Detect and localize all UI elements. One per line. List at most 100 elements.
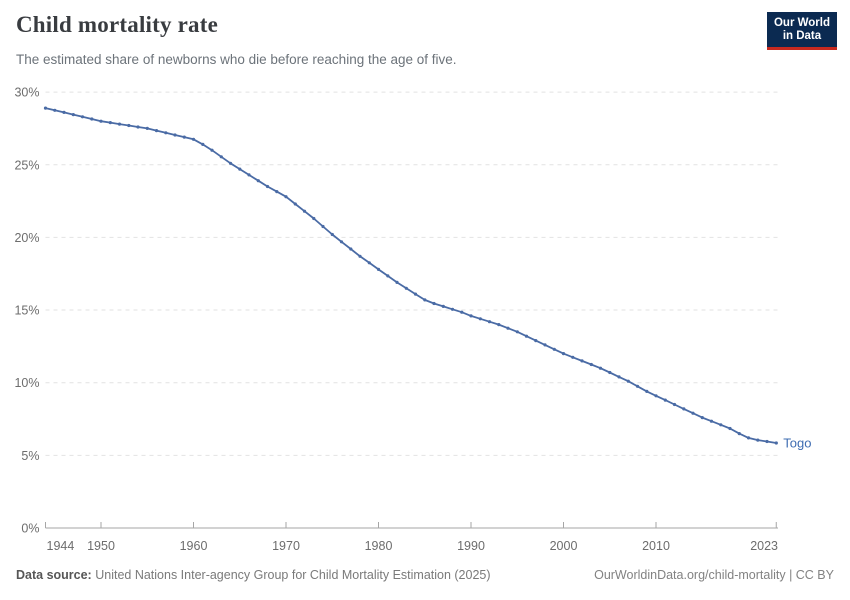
data-source-line: Data source: United Nations Inter-agency… [16, 568, 491, 582]
data-point [404, 286, 408, 290]
data-point [117, 122, 122, 126]
x-tick-label: 1980 [365, 539, 393, 553]
data-point [108, 121, 112, 125]
data-point [487, 320, 492, 324]
data-point [358, 254, 362, 258]
data-point [53, 108, 57, 112]
data-point [423, 298, 427, 302]
data-point [682, 407, 686, 411]
data-point [62, 110, 66, 114]
data-point [580, 359, 584, 363]
data-point [450, 307, 455, 311]
data-point [154, 129, 159, 133]
data-point [654, 394, 658, 398]
data-point [275, 190, 279, 194]
owid-logo[interactable]: Our World in Data [766, 12, 837, 50]
data-point [386, 274, 390, 278]
data-point [524, 334, 529, 338]
data-point [219, 155, 223, 159]
data-point [608, 370, 612, 375]
data-point [302, 209, 307, 213]
page-title[interactable]: Child mortality rate [16, 12, 219, 37]
data-point [256, 179, 260, 183]
data-point [136, 125, 140, 129]
data-point [265, 184, 270, 189]
data-point [506, 326, 510, 330]
data-point [395, 280, 399, 284]
data-point [635, 384, 640, 388]
data-point [173, 133, 177, 137]
data-point [617, 375, 621, 379]
data-point [80, 115, 85, 119]
data-point [164, 131, 168, 135]
data-point [534, 339, 538, 343]
data-point [90, 117, 94, 121]
y-tick-label: 10% [14, 376, 39, 390]
data-point [210, 148, 214, 152]
data-point [691, 411, 695, 415]
x-tick-label: 2010 [642, 539, 670, 553]
data-point [284, 195, 288, 199]
data-point [663, 398, 667, 402]
data-point [312, 216, 316, 221]
data-point [626, 379, 630, 383]
y-tick-label: 5% [21, 449, 39, 463]
data-point [765, 439, 769, 444]
data-point [367, 261, 371, 265]
data-point [515, 330, 519, 334]
data-point [182, 135, 186, 139]
data-point [228, 161, 233, 165]
x-tick-label: 1944 [47, 539, 75, 553]
data-point [201, 142, 205, 146]
data-point [469, 314, 473, 318]
data-point [543, 343, 547, 347]
data-point [339, 240, 344, 244]
data-point [238, 167, 242, 171]
data-point [571, 355, 575, 359]
y-tick-label: 25% [14, 158, 39, 172]
data-point [497, 323, 501, 327]
data-point [589, 362, 593, 367]
data-point [330, 232, 334, 237]
data-point [746, 436, 751, 440]
data-point [293, 202, 297, 206]
data-point [774, 441, 778, 445]
data-point [756, 438, 760, 442]
series-label-togo[interactable]: Togo [783, 435, 811, 450]
series-line-togo[interactable] [45, 107, 777, 444]
data-point [349, 247, 353, 251]
data-point [561, 352, 566, 356]
y-tick-label: 0% [21, 522, 39, 536]
x-tick-label: 1950 [87, 539, 115, 553]
x-tick-label: 1970 [272, 539, 300, 553]
data-point [432, 301, 436, 306]
y-tick-label: 30% [14, 86, 39, 100]
x-tick-label: 1960 [180, 539, 208, 553]
x-tick-label: 2000 [550, 539, 578, 553]
data-point [441, 304, 445, 308]
owid-logo-line2: in Data [782, 30, 822, 42]
data-point [71, 113, 75, 117]
owid-logo-line1: Our World [773, 17, 830, 29]
data-point [645, 389, 649, 393]
data-point [700, 416, 704, 420]
data-point [719, 423, 723, 427]
data-point [413, 292, 418, 296]
data-source-text: United Nations Inter-agency Group for Ch… [95, 568, 491, 582]
data-point [552, 347, 556, 351]
y-tick-label: 20% [14, 231, 39, 245]
data-source-label: Data source: [16, 568, 92, 582]
data-point [460, 310, 464, 314]
data-point [672, 402, 677, 407]
data-point [43, 106, 48, 110]
data-point [737, 432, 741, 436]
footer-link[interactable]: OurWorldinData.org/child-mortality | CC … [594, 568, 834, 582]
x-tick-label: 1990 [457, 539, 485, 553]
data-point [598, 366, 603, 370]
data-point [191, 137, 196, 141]
data-point [709, 419, 714, 423]
x-tick-label: 2023 [750, 539, 778, 553]
data-point [99, 119, 103, 123]
